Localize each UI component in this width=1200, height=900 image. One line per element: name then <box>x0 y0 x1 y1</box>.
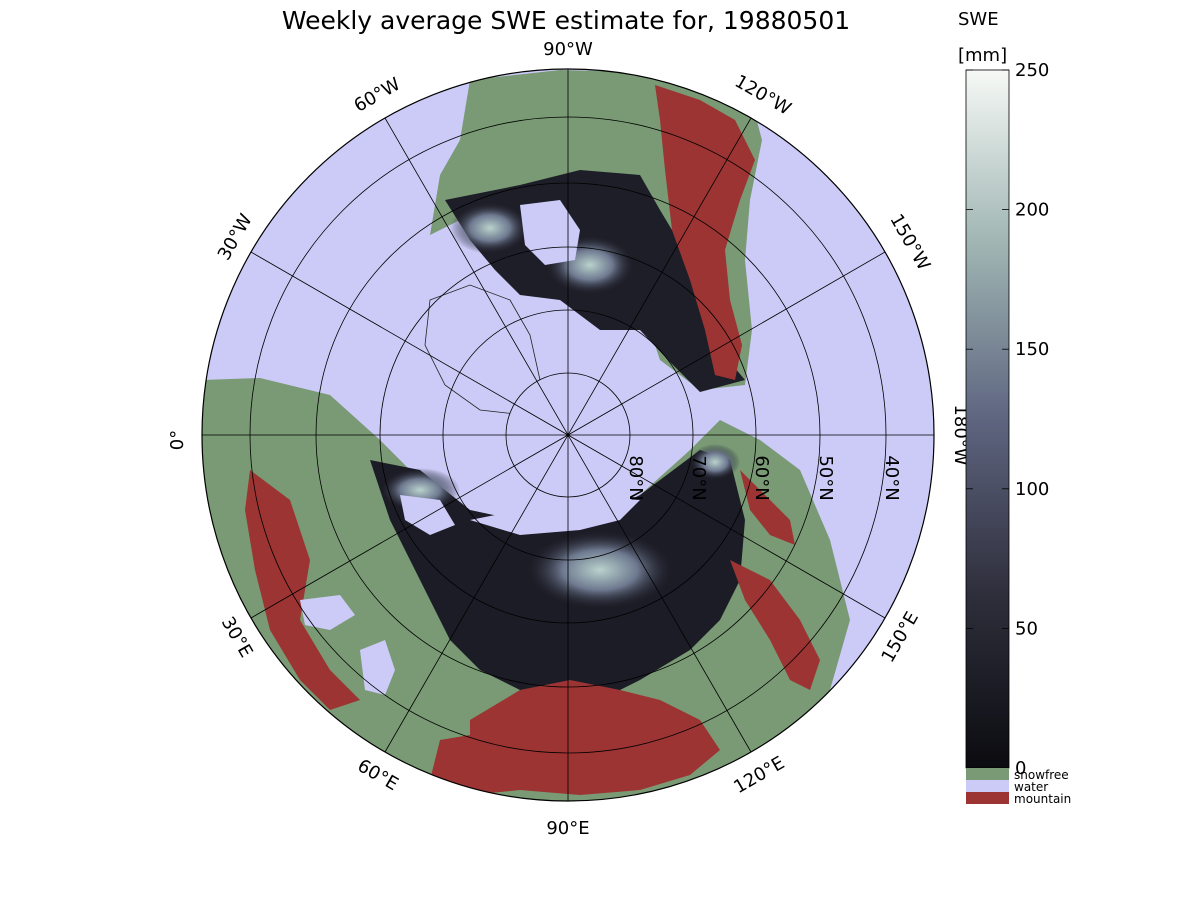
legend-swatch-snowfree <box>966 768 1009 780</box>
lon-label-90W: 90°W <box>543 39 593 60</box>
snow-peak-kamchatka <box>690 444 740 480</box>
mountains-east-asia <box>730 560 820 690</box>
lon-label-0: 0° <box>167 430 188 450</box>
colorbar-tick-label: 150 <box>1015 339 1049 360</box>
lon-label-150W: 150°W <box>885 211 934 275</box>
lon-label-60E: 60°E <box>354 755 402 795</box>
chart-title: Weekly average SWE estimate for, 1988050… <box>282 6 850 35</box>
legend-swatch-water <box>966 780 1009 792</box>
colorbar-tick-label: 0 <box>1015 758 1026 779</box>
latitude-labels: 80°N 70°N 60°N 50°N 40°N <box>625 455 902 500</box>
colorbar-label-line1: SWE <box>958 9 999 30</box>
lat-label-60: 60°N <box>751 455 772 500</box>
mountains-rockies <box>655 85 755 380</box>
colorbar-tick-label: 100 <box>1015 479 1049 500</box>
lat-label-70: 70°N <box>688 455 709 500</box>
mountains-himalaya <box>430 730 540 795</box>
lon-label-90E: 90°E <box>546 818 589 839</box>
arctic-coast-eurasia <box>470 498 640 535</box>
colorbar-ticks: 0 50 100 150 200 250 <box>966 60 1049 779</box>
lat-label-50: 50°N <box>815 455 836 500</box>
mountains-europe <box>245 470 360 710</box>
lon-label-60W: 60°W <box>350 74 404 117</box>
legend-swatch-mountain <box>966 792 1009 804</box>
caspian-sea <box>360 640 395 695</box>
colorbar-label-line2: [mm] <box>958 45 1007 66</box>
lat-label-40: 40°N <box>881 455 902 500</box>
colorbar: SWE [mm] 0 50 100 150 200 250 snowfreewatermo… <box>958 9 1071 806</box>
lon-label-30E: 30°E <box>217 613 257 661</box>
lon-label-120E: 120°E <box>730 752 788 798</box>
colorbar-gradient <box>965 69 1010 769</box>
legend-label-mountain: mountain <box>1014 792 1071 806</box>
graticule <box>201 68 935 802</box>
snow-peak-siberia <box>525 530 675 610</box>
mountains-kamchatka <box>740 470 795 545</box>
polar-map <box>202 69 934 801</box>
meridian-150 <box>250 251 886 619</box>
legend-label-snowfree: snowfree <box>1014 768 1069 782</box>
legend-label-water: water <box>1014 780 1048 794</box>
lat-label-80: 80°N <box>625 455 646 500</box>
colorbar-tick-label: 50 <box>1015 618 1038 639</box>
baltic-sea <box>400 495 455 535</box>
snow-peak-na-1 <box>450 202 530 254</box>
hudson-bay <box>520 200 580 265</box>
colorbar-tick-label: 250 <box>1015 60 1049 81</box>
black-sea <box>300 595 355 630</box>
colorbar-tick-label: 200 <box>1015 200 1049 221</box>
